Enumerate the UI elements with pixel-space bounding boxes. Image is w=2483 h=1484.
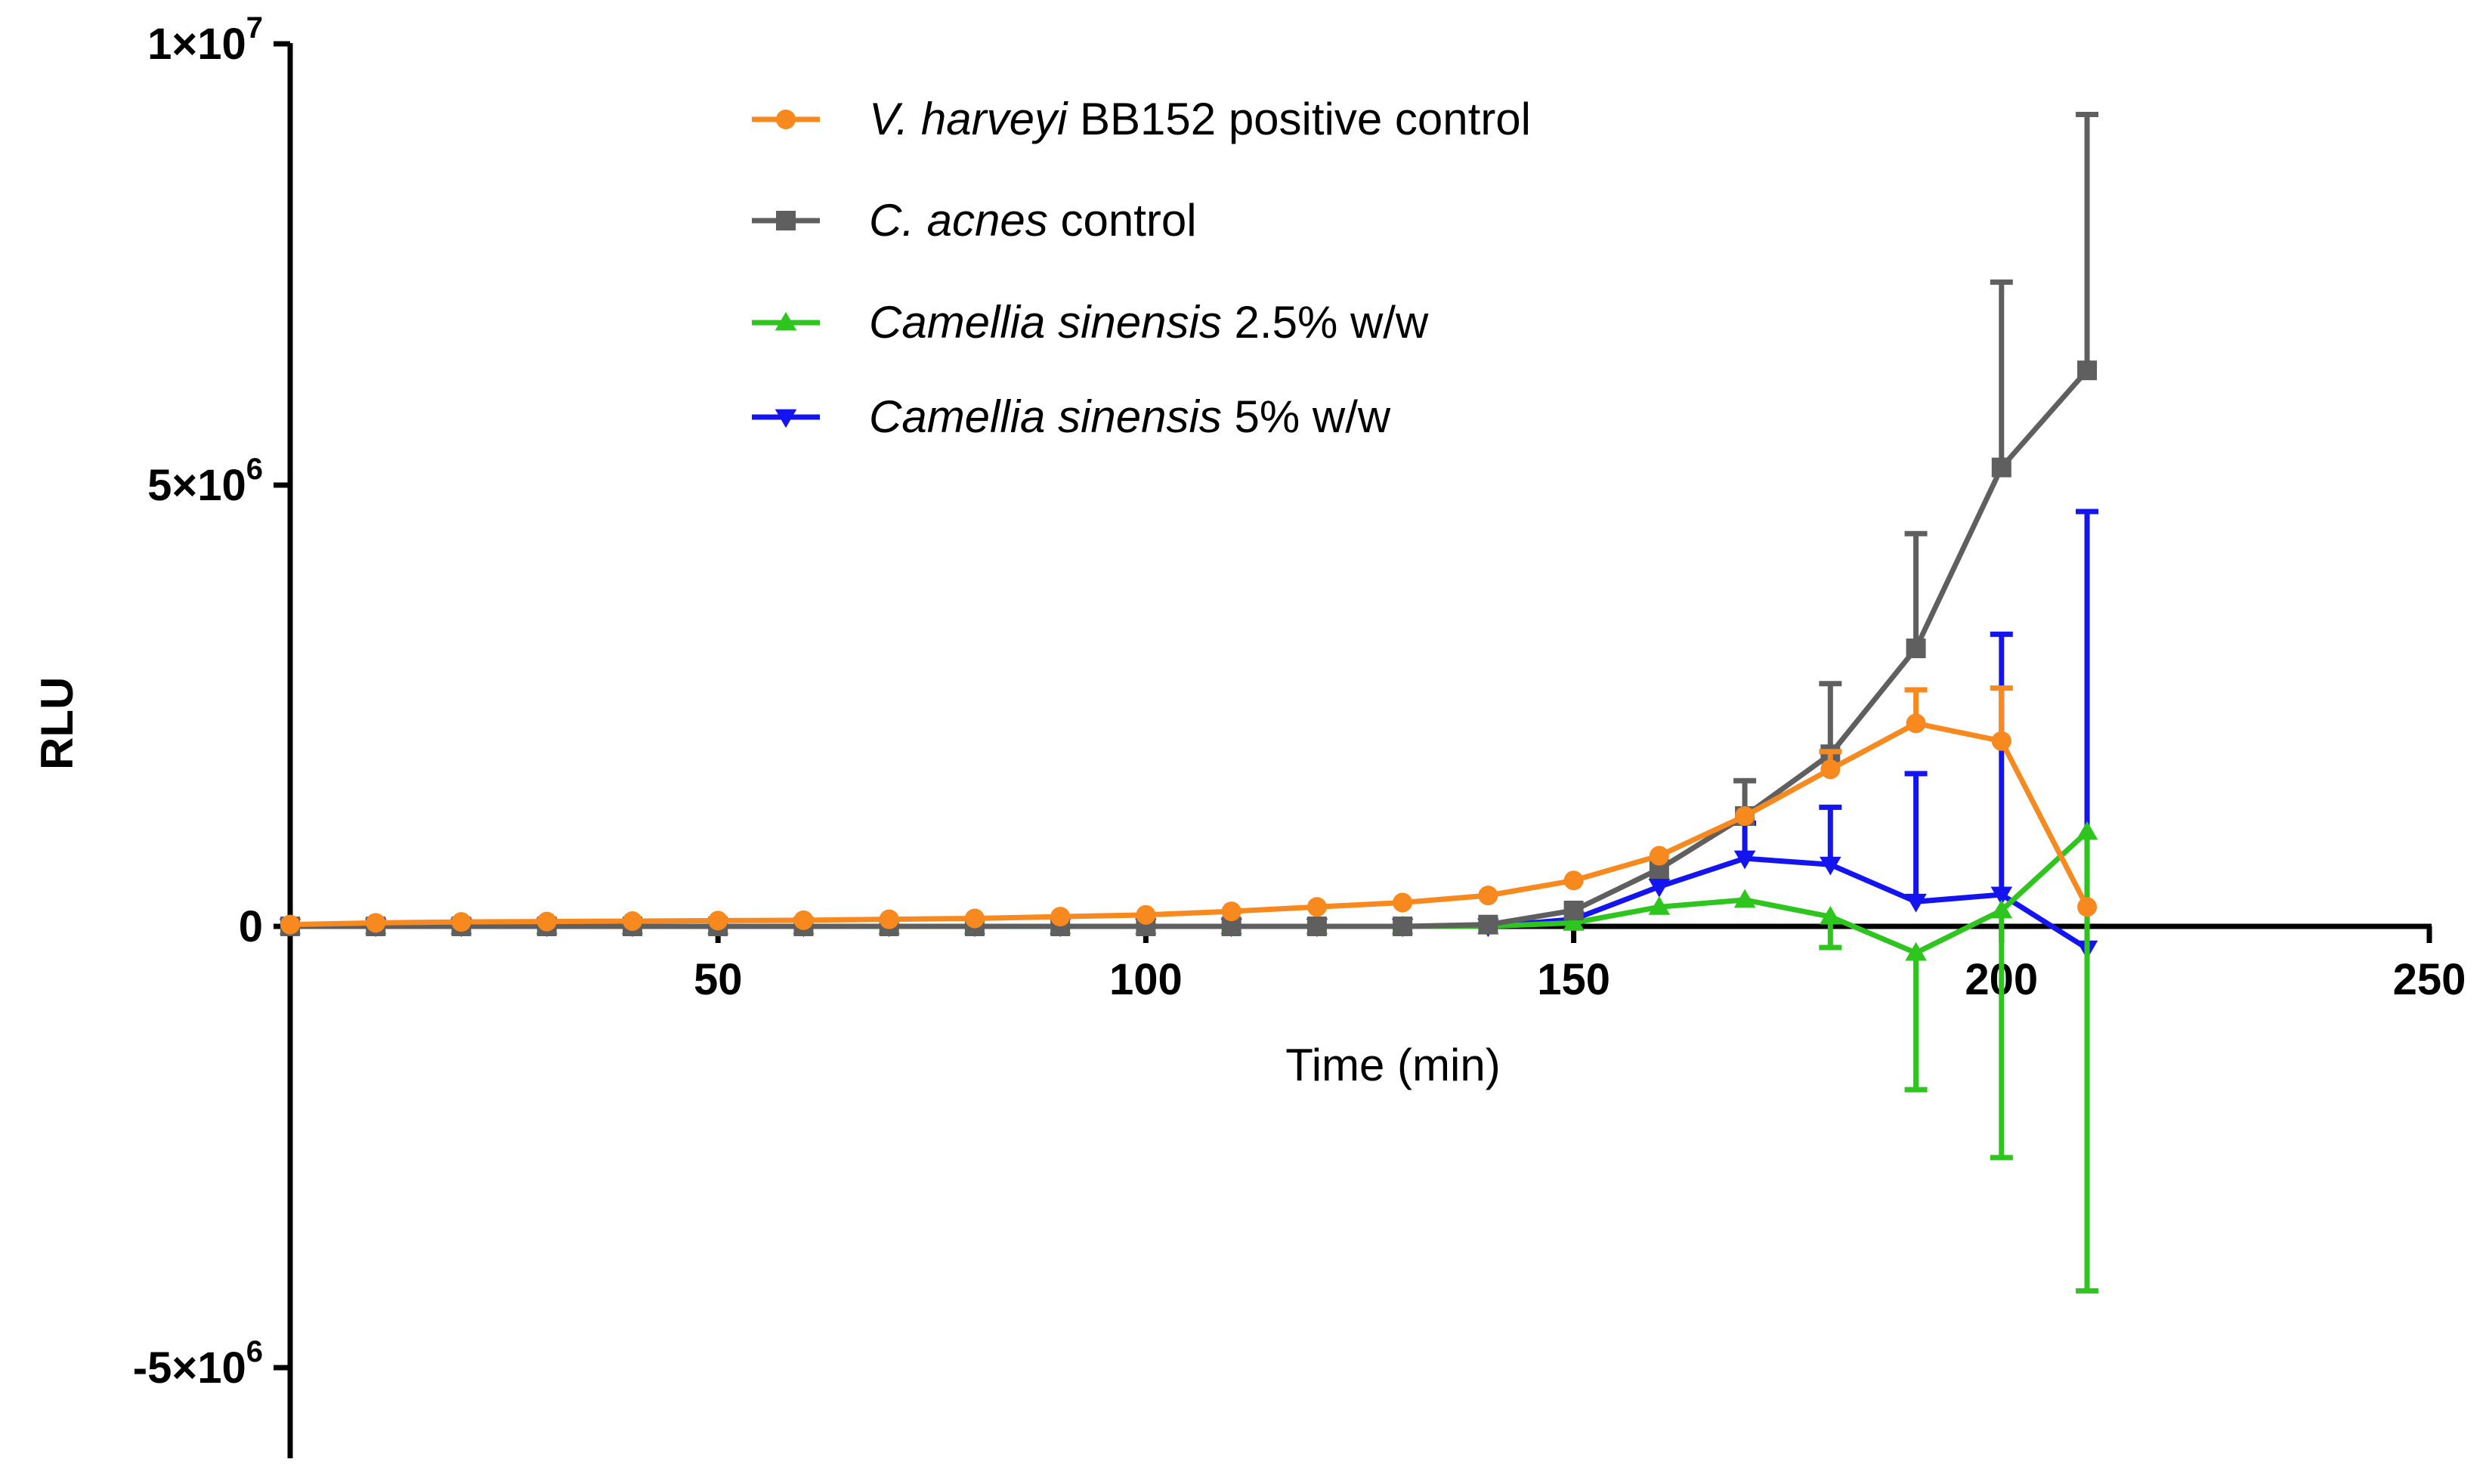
- data-point: [1393, 917, 1413, 936]
- data-point: [1393, 892, 1413, 913]
- data-point: [1735, 806, 1755, 826]
- legend-marker: [776, 211, 796, 230]
- y-tick-label: 1×107: [147, 11, 263, 69]
- series-3: [279, 509, 2099, 960]
- legend-label: V. harveyi BB152 positive control: [869, 94, 1531, 144]
- legend-label: Camellia sinensis 2.5% w/w: [869, 297, 1429, 348]
- legend-label-italic: Camellia sinensis: [869, 297, 1222, 348]
- legend-marker: [775, 409, 797, 428]
- legend-entry: C. acnes control: [752, 195, 1197, 246]
- data-point: [1306, 897, 1327, 917]
- y-tick-label: -5×106: [133, 1335, 263, 1393]
- data-point: [1221, 901, 1242, 922]
- data-point: [280, 914, 300, 935]
- data-point: [2077, 897, 2098, 917]
- legend-label-italic: V. harveyi: [869, 94, 1068, 144]
- data-point: [1478, 914, 1498, 935]
- x-tick-label: 150: [1537, 955, 1610, 1004]
- legend-label-italic: Camellia sinensis: [869, 391, 1222, 442]
- data-point: [1990, 886, 2013, 906]
- series-line: [290, 830, 2089, 956]
- data-point: [1820, 759, 1841, 780]
- data-point: [622, 910, 642, 931]
- legend-entry: V. harveyi BB152 positive control: [752, 94, 1531, 144]
- y-tick-mantissa: 5: [147, 461, 172, 510]
- data-point: [1905, 893, 1927, 913]
- data-point: [451, 912, 472, 932]
- data-point: [1733, 889, 1756, 908]
- data-point: [1906, 713, 1926, 734]
- y-tick-times: ×10: [172, 20, 246, 69]
- data-point: [1563, 912, 1585, 931]
- y-axis-title: RLU: [32, 677, 82, 770]
- data-point: [1563, 900, 1584, 920]
- legend-label-rest: 2.5% w/w: [1222, 297, 1429, 348]
- data-point: [1306, 917, 1327, 936]
- data-point: [1563, 870, 1584, 891]
- legend-label-rest: BB152 positive control: [1067, 94, 1531, 144]
- data-point: [1648, 879, 1671, 898]
- data-point: [879, 909, 899, 929]
- data-point: [1478, 886, 1498, 906]
- data-point: [1991, 457, 2011, 478]
- data-point: [1906, 638, 1926, 659]
- data-point: [1649, 846, 1669, 866]
- data-point: [1136, 904, 1156, 925]
- legend: V. harveyi BB152 positive control C. acne…: [752, 94, 1531, 442]
- series-2: [279, 821, 2099, 1294]
- legend-label-italic: C. acnes: [869, 195, 1048, 246]
- legend-entry: Camellia sinensis 2.5% w/w: [752, 297, 1429, 348]
- data-point: [536, 911, 557, 932]
- data-point: [793, 910, 814, 930]
- series-line: [290, 855, 2089, 951]
- data-point: [708, 910, 728, 931]
- y-tick-exponent: 6: [246, 1335, 263, 1368]
- series-line: [290, 368, 2089, 929]
- legend-marker: [775, 311, 797, 331]
- series-0: [280, 685, 2098, 935]
- data-point: [1050, 907, 1071, 927]
- legend-label: C. acnes control: [869, 195, 1197, 246]
- series-layer: [279, 111, 2099, 1294]
- y-tick-times: ×10: [172, 1343, 246, 1393]
- y-tick-times: ×10: [172, 461, 246, 510]
- legend-label: Camellia sinensis 5% w/w: [869, 391, 1391, 442]
- y-tick-label: 5×106: [147, 453, 263, 510]
- series-line: [289, 720, 2090, 928]
- data-point: [2077, 360, 2098, 381]
- data-point: [1991, 731, 2011, 751]
- data-point: [964, 908, 985, 929]
- data-point: [1905, 941, 1927, 961]
- y-tick-mantissa: 0: [239, 902, 263, 951]
- data-point: [1733, 850, 1756, 870]
- data-point: [1820, 856, 1841, 876]
- x-tick-label: 50: [694, 955, 743, 1004]
- legend-label-rest: 5% w/w: [1222, 391, 1391, 442]
- legend-entry: Camellia sinensis 5% w/w: [752, 391, 1391, 442]
- y-tick-mantissa: 1: [147, 20, 172, 69]
- legend-label-rest: control: [1048, 195, 1197, 246]
- y-tick-exponent: 7: [246, 11, 263, 45]
- data-point: [1820, 905, 1841, 925]
- data-point: [1990, 899, 2013, 919]
- y-tick-label: 0: [239, 902, 263, 951]
- x-tick-label: 250: [2393, 955, 2466, 1004]
- data-point: [1648, 896, 1671, 915]
- data-point: [2076, 821, 2098, 840]
- y-tick-mantissa: -5: [133, 1343, 172, 1393]
- y-tick-exponent: 6: [246, 453, 263, 486]
- data-point: [366, 913, 386, 933]
- legend-marker: [776, 110, 796, 129]
- x-axis-title: Time (min): [1285, 1040, 1500, 1090]
- x-tick-label: 100: [1109, 955, 1183, 1004]
